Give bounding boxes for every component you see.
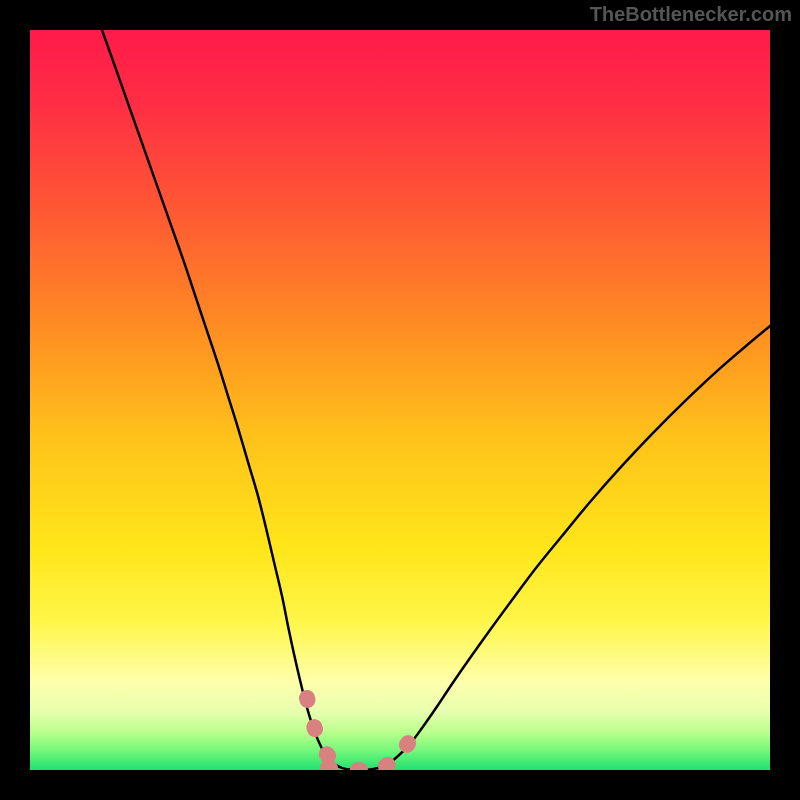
plot-area [30,30,770,770]
curves-layer [30,30,770,770]
watermark-text: TheBottlenecker.com [590,4,792,27]
chart-container: TheBottlenecker.com [0,0,800,800]
right-curve [354,326,770,770]
dashed-right-segment [386,732,416,766]
dashed-left-segment [307,698,350,768]
left-curve [102,30,354,770]
